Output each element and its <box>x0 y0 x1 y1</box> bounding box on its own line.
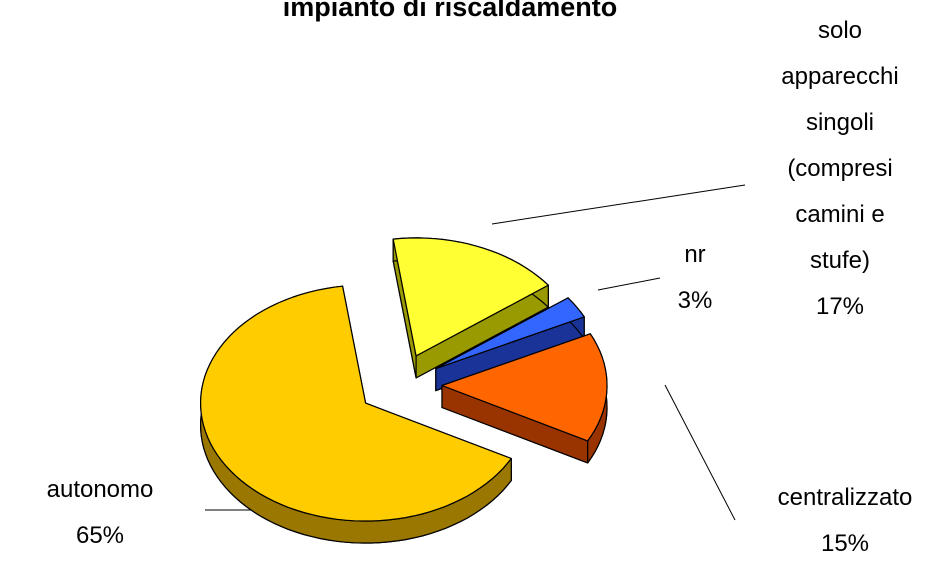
slice-top <box>435 297 585 370</box>
slice-top <box>441 333 608 442</box>
slice <box>200 285 512 544</box>
category-label: nr <box>684 241 706 268</box>
slice-top <box>200 285 512 522</box>
slice <box>392 237 549 379</box>
slice <box>441 333 608 464</box>
value-label: 3% <box>677 287 713 314</box>
slice-top <box>392 237 549 357</box>
value-label: 17% <box>815 293 865 320</box>
slice <box>435 297 585 392</box>
slice-label: solo apparecchi singoli (compresi camini… <box>770 8 910 330</box>
leader-line <box>664 384 736 521</box>
category-label: autonomo <box>46 476 154 503</box>
value-label: 15% <box>820 530 870 557</box>
category-label: solo apparecchi singoli (compresi camini… <box>781 17 899 274</box>
value-label: 65% <box>75 522 125 549</box>
leader-line <box>597 277 661 291</box>
slice-label: centralizzato 15% <box>735 475 952 562</box>
slice-label: nr 3% <box>655 232 735 324</box>
leader-line <box>491 184 746 225</box>
category-label: centralizzato <box>777 484 913 511</box>
chart-title: impianto di riscaldamento <box>282 0 618 22</box>
slice-label: autonomo 65% <box>0 467 200 559</box>
